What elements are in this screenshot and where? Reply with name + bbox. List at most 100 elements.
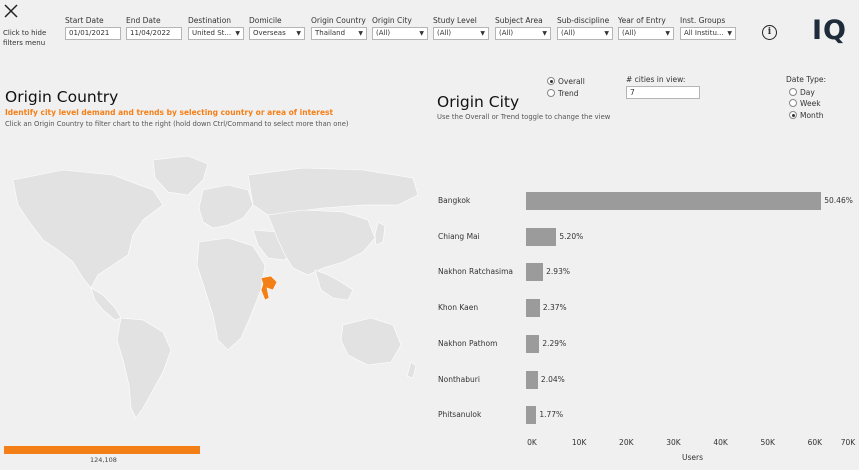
filter-end-date: End Date 11/04/2022 bbox=[126, 16, 182, 40]
filter-label: Origin Country bbox=[311, 16, 366, 25]
bar[interactable] bbox=[526, 334, 540, 353]
filter-label: Subject Area bbox=[495, 16, 543, 25]
legend-color-bar bbox=[4, 446, 200, 454]
legend-value: 124,108 bbox=[90, 456, 117, 464]
origin-country-select[interactable]: Thailand ▼ bbox=[311, 27, 367, 40]
bar-value-label: 50.46% bbox=[824, 196, 853, 205]
start-date-input[interactable]: 01/01/2021 bbox=[65, 27, 121, 40]
dropdown-arrow-icon: ▼ bbox=[235, 30, 240, 37]
radio-week[interactable]: Week bbox=[789, 99, 821, 108]
x-axis-tick-label: 20K bbox=[619, 438, 634, 447]
domicile-select[interactable]: Overseas ▼ bbox=[249, 27, 305, 40]
destination-select[interactable]: United St... ▼ bbox=[188, 27, 244, 40]
bar-category-label: Nonthaburi bbox=[438, 374, 480, 384]
hide-filters-text[interactable]: Click to hide filters menu bbox=[3, 29, 47, 47]
bar-value-label: 5.20% bbox=[559, 231, 584, 241]
x-axis-tick-label: 50K bbox=[760, 438, 775, 447]
close-filters-icon[interactable] bbox=[4, 4, 18, 18]
filter-label: Inst. Groups bbox=[680, 16, 726, 25]
origin-city-select[interactable]: (All) ▼ bbox=[372, 27, 428, 40]
filter-label: Origin City bbox=[372, 16, 412, 25]
filter-label: Sub-discipline bbox=[557, 16, 610, 25]
filter-origin-city: Origin City (All) ▼ bbox=[372, 16, 428, 40]
map-north-america bbox=[12, 169, 164, 289]
origin-city-hint: Use the Overall or Trend toggle to chang… bbox=[437, 113, 611, 121]
bar[interactable] bbox=[526, 370, 538, 389]
radio-trend[interactable]: Trend bbox=[547, 89, 579, 98]
radio-overall[interactable]: Overall bbox=[547, 77, 585, 86]
radio-selected-icon bbox=[547, 77, 555, 85]
x-axis-title: Users bbox=[682, 453, 704, 462]
filter-label: End Date bbox=[126, 16, 161, 25]
x-axis-tick-label: 40K bbox=[713, 438, 728, 447]
inst-groups-select[interactable]: All Institu... ▼ bbox=[680, 27, 736, 40]
map-africa bbox=[196, 237, 266, 351]
x-axis-tick-label: 10K bbox=[571, 438, 587, 447]
x-axis-tick-label: 60K bbox=[807, 438, 823, 447]
sub-discipline-select[interactable]: (All) ▼ bbox=[557, 27, 613, 40]
filter-label: Study Level bbox=[433, 16, 477, 25]
map-australia bbox=[340, 317, 402, 366]
filter-domicile: Domicile Overseas ▼ bbox=[249, 16, 305, 40]
bar[interactable] bbox=[526, 227, 557, 246]
bar-value-label: 1.77% bbox=[539, 410, 564, 420]
radio-day[interactable]: Day bbox=[789, 88, 815, 97]
bar-value-label: 2.93% bbox=[546, 267, 570, 277]
study-level-select[interactable]: (All) ▼ bbox=[433, 27, 489, 40]
dropdown-arrow-icon: ▼ bbox=[358, 30, 363, 37]
radio-selected-icon bbox=[789, 111, 797, 119]
subject-area-select[interactable]: (All) ▼ bbox=[495, 27, 551, 40]
filter-origin-country: Origin Country Thailand ▼ bbox=[311, 16, 367, 40]
dropdown-arrow-icon: ▼ bbox=[665, 30, 670, 37]
radio-month[interactable]: Month bbox=[789, 111, 824, 120]
filter-start-date: Start Date 01/01/2021 bbox=[65, 16, 121, 40]
origin-country-title: Origin Country bbox=[5, 88, 119, 106]
year-of-entry-select[interactable]: (All) ▼ bbox=[618, 27, 674, 40]
x-axis-tick-label: 70K bbox=[840, 438, 856, 447]
radio-unselected-icon bbox=[547, 89, 555, 97]
date-type-label: Date Type: bbox=[786, 75, 827, 84]
bar-value-label: 2.29% bbox=[542, 338, 567, 348]
dropdown-arrow-icon: ▼ bbox=[296, 30, 301, 37]
info-icon[interactable]: i bbox=[762, 25, 777, 40]
map-japan bbox=[374, 221, 386, 246]
origin-city-title: Origin City bbox=[437, 93, 520, 111]
iq-logo: IQ bbox=[812, 15, 847, 46]
radio-unselected-icon bbox=[789, 99, 797, 107]
filter-label: Start Date bbox=[65, 16, 104, 25]
world-map[interactable] bbox=[3, 150, 428, 430]
origin-country-subtitle: Identify city level demand and trends by… bbox=[5, 108, 334, 117]
dropdown-arrow-icon: ▼ bbox=[542, 30, 547, 37]
filter-year-of-entry: Year of Entry (All) ▼ bbox=[618, 16, 674, 40]
filter-study-level: Study Level (All) ▼ bbox=[433, 16, 489, 40]
filter-subject-area: Subject Area (All) ▼ bbox=[495, 16, 551, 40]
bar-value-label: 2.37% bbox=[542, 303, 567, 313]
map-asia bbox=[267, 209, 376, 276]
end-date-input[interactable]: 11/04/2022 bbox=[126, 27, 182, 40]
filter-label: Year of Entry bbox=[618, 16, 666, 25]
filter-label: Domicile bbox=[249, 16, 282, 25]
bar-category-label: Chiang Mai bbox=[438, 231, 480, 241]
map-europe bbox=[198, 184, 254, 229]
bar-category-label: Khon Kaen bbox=[438, 303, 479, 313]
bar[interactable] bbox=[526, 192, 822, 210]
bar-category-label: Nakhon Ratchasima bbox=[438, 267, 513, 277]
bar[interactable] bbox=[526, 299, 540, 318]
map-new-zealand bbox=[406, 361, 417, 379]
radio-unselected-icon bbox=[789, 88, 797, 96]
cities-in-view-label: # cities in view: bbox=[626, 75, 686, 84]
bar[interactable] bbox=[526, 406, 537, 425]
cities-in-view-input[interactable]: 7 bbox=[626, 86, 700, 99]
filter-inst-groups: Inst. Groups All Institu... ▼ bbox=[680, 16, 736, 40]
filter-sub-discipline: Sub-discipline (All) ▼ bbox=[557, 16, 613, 40]
x-axis-tick-label: 30K bbox=[666, 438, 681, 447]
map-central-america bbox=[90, 287, 122, 321]
origin-country-hint: Click an Origin Country to filter chart … bbox=[5, 120, 349, 128]
filter-label: Destination bbox=[188, 16, 232, 25]
dropdown-arrow-icon: ▼ bbox=[419, 30, 424, 37]
bar-category-label: Phitsanulok bbox=[438, 410, 482, 420]
dropdown-arrow-icon: ▼ bbox=[727, 30, 732, 37]
dropdown-arrow-icon: ▼ bbox=[480, 30, 485, 37]
bar[interactable] bbox=[526, 263, 544, 282]
